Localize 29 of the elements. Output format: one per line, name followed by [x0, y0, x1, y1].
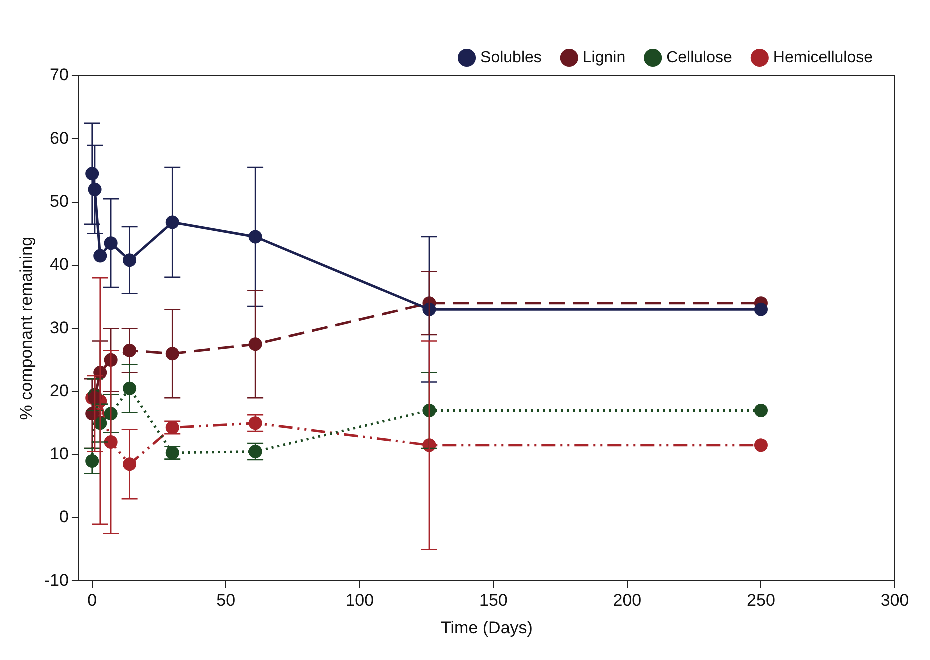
x-tick-label: 50	[216, 591, 236, 610]
y-tick-label: 30	[50, 318, 69, 338]
x-tick-label: 200	[613, 591, 642, 610]
x-tick-label: 150	[479, 591, 508, 610]
x-tick-label: 250	[747, 591, 776, 610]
y-axis-title: % componant remaining	[16, 236, 36, 420]
y-tick-label: 70	[50, 66, 69, 85]
legend-label: Cellulose	[666, 49, 733, 66]
point	[104, 236, 118, 250]
y-tick-label: 10	[50, 444, 69, 464]
point	[754, 302, 768, 316]
point	[248, 338, 262, 352]
x-tick-label: 300	[880, 591, 910, 610]
legend-label: Solubles	[480, 49, 542, 66]
x-axis-title: Time (Days)	[441, 618, 533, 638]
legend-label: Lignin	[582, 49, 626, 66]
legend-label: Hemicellulose	[773, 49, 874, 66]
x-tick-label: 0	[88, 591, 98, 610]
y-tick-label: -10	[44, 570, 69, 590]
point	[94, 249, 108, 263]
y-tick-label: 40	[50, 255, 69, 274]
point	[754, 404, 768, 418]
point	[248, 230, 262, 244]
y-tick-label: 0	[60, 508, 69, 527]
y-tick-label: 50	[50, 192, 69, 211]
y-tick-label: 20	[50, 381, 69, 400]
point	[754, 438, 768, 452]
y-tick-label: 60	[50, 128, 69, 148]
x-tick-label: 100	[346, 591, 374, 610]
